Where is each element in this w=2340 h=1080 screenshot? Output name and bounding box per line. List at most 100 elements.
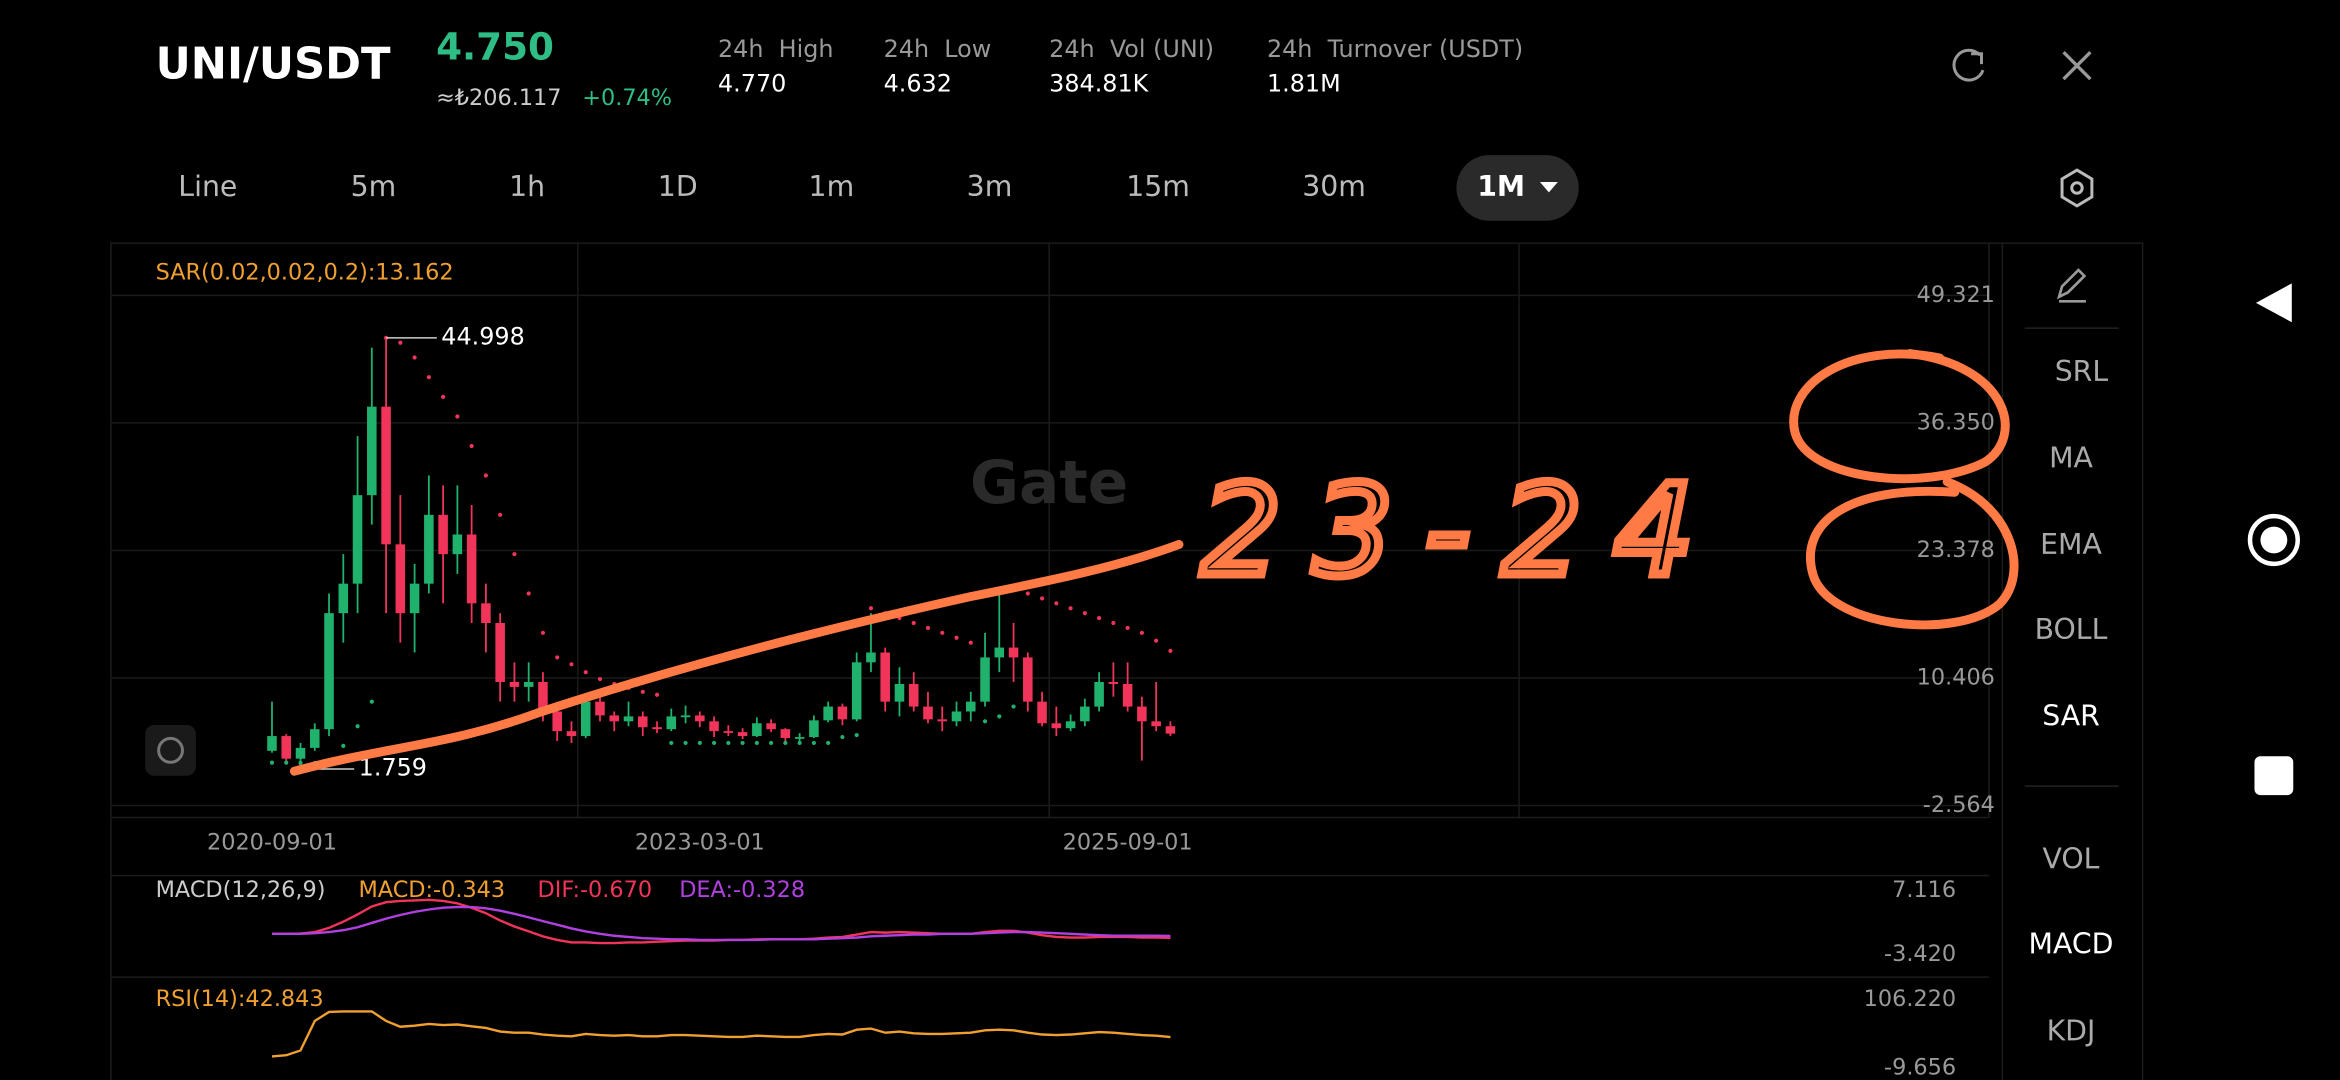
y-tick-label: -3.420 [1884,941,1956,967]
candle-body [809,720,819,738]
sar-dot [1139,630,1144,635]
stat-value: 384.81K [1049,70,1149,98]
refresh-arc [1952,48,1985,82]
macd-value: MACD:-0.343 [359,877,506,903]
timeframe-tab[interactable]: 5m [351,170,397,203]
sar-dot [441,394,446,399]
indicator-tab[interactable]: MACD [2029,928,2114,961]
candle-body [837,706,848,720]
y-tick-label: 7.116 [1892,877,1956,903]
indicator-tab[interactable]: SRL [2055,355,2109,388]
sar-dot [669,740,674,746]
candle-body [267,736,277,751]
sar-dot [583,670,588,675]
indicator-tab[interactable]: SAR [2042,700,2100,733]
refresh-arrow [1971,52,1983,65]
timeframe-tab[interactable]: 30m [1302,170,1366,203]
close-icon[interactable] [2062,51,2092,81]
timeframe-tab[interactable]: 1D [658,170,698,203]
price-change: +0.74% [582,85,672,111]
candle-body [623,716,634,722]
indicator-tab[interactable]: MA [2049,441,2093,474]
chart-frame [110,242,2144,1080]
sar-dot [498,512,503,517]
sar-dot [341,743,346,748]
sar-dot [911,620,916,626]
candle-body [923,706,933,720]
candle-body [281,736,292,759]
circle-stroke [1806,477,2019,630]
sar-dot [512,552,517,557]
tab-pill[interactable] [1456,155,1579,221]
nav-recent[interactable] [2254,756,2294,796]
sar-dot [811,740,816,746]
sar-dot [1011,704,1016,709]
sar-dot [1168,648,1173,653]
candle-body [481,603,491,623]
settings-icon[interactable] [2060,168,2094,208]
chart-tool-button[interactable] [145,724,196,776]
sar-dot [284,760,289,765]
indicator-tab[interactable]: EMA [2040,528,2102,561]
candle-body [723,731,734,733]
tab-dropdown [1539,181,1558,193]
nav-home[interactable] [2247,513,2300,567]
rsi-line [271,1010,1171,1058]
candle-body [823,706,833,721]
indicator-tab[interactable]: BOLL [2035,613,2108,646]
sar-dot [1111,620,1116,626]
indicator-tab[interactable]: KDJ [2047,1014,2096,1047]
y-tick-label: 36.350 [1917,409,1995,435]
y-tick-label: 10.406 [1917,664,1995,690]
sar-dot [1125,625,1130,630]
candle-body [766,723,776,730]
candle-body [780,729,791,739]
timeframe-tab[interactable]: 1m [809,170,855,203]
candle-body [395,544,406,614]
sar-dot [982,719,988,724]
pencil [2056,268,2087,300]
candle-body [352,495,363,584]
timeframe-tab[interactable]: 1M [1477,170,1525,203]
candle-body [1037,701,1047,724]
candle-body [381,406,391,545]
x-tick-label: 2025-09-01 [1063,829,1193,855]
refresh-icon[interactable] [1952,48,1985,82]
candle-body [851,662,862,720]
fiat-price: ≈₺206.117 [436,85,561,111]
candle-body [595,701,605,716]
indicator-tab[interactable]: VOL [2043,843,2100,876]
sar-dot [597,676,603,682]
sar-dot [298,760,303,766]
handwritten-annotation [289,349,2019,776]
y-tick-label: -2.564 [1923,792,1995,818]
nav-back[interactable] [2255,283,2292,323]
timeframe-tab[interactable]: 1h [509,170,545,203]
y-tick-label: 23.378 [1917,537,1995,563]
candle-body [680,715,691,718]
hexagon-dot [2070,181,2084,195]
candle-body [1108,681,1119,684]
candle-body [495,622,505,682]
candle-body [666,716,677,730]
candle-body [466,534,477,604]
dif-value: DIF:-0.670 [538,877,653,903]
edit-icon[interactable] [2056,268,2087,303]
candle-body [1094,681,1104,707]
stat-label: 24h Turnover (USDT) [1267,35,1523,63]
sar-dot [769,740,774,746]
candle-body [338,583,349,614]
timeframe-tab[interactable]: 3m [967,170,1013,203]
timeframe-tab[interactable]: 15m [1126,170,1190,203]
stat-label: 24h High [718,35,834,63]
timeframe-tab[interactable]: Line [178,170,237,203]
sar-dot [483,473,488,478]
candle-body [709,721,719,732]
close-stroke [2062,51,2092,81]
trend-stroke [289,540,1184,776]
candle-body [566,731,577,737]
candle-body [1165,726,1176,734]
candle-body [1122,683,1133,707]
sar-dot [868,606,874,611]
nav-home-dot [2260,526,2288,554]
